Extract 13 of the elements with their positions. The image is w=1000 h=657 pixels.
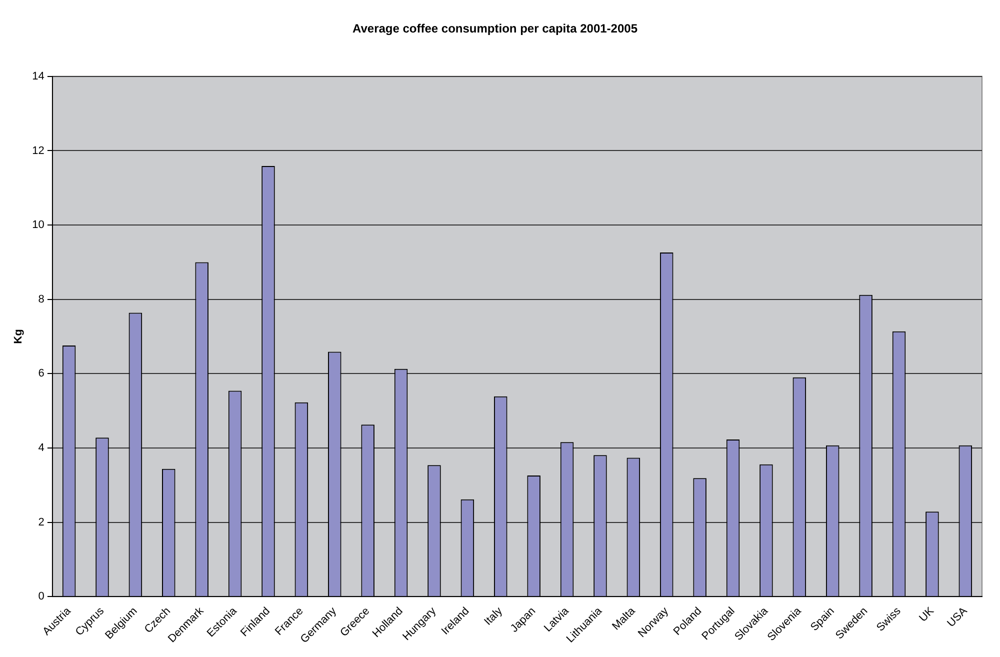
chart-title: Average coffee consumption per capita 2001-2005: [352, 22, 638, 36]
x-tick-label: USA: [945, 604, 970, 630]
y-axis-title: Kg: [12, 329, 25, 344]
x-tick-label: UK: [917, 604, 937, 624]
y-tick-label: 6: [38, 368, 44, 380]
y-tick-label: 14: [32, 70, 44, 82]
x-tick-label: Italy: [482, 604, 506, 628]
y-tick-label: 0: [38, 590, 44, 603]
y-tick-label: 10: [32, 219, 44, 232]
y-tick-label: 12: [32, 144, 44, 157]
y-tick-label: 4: [38, 442, 44, 454]
y-tick-label: 8: [38, 293, 44, 306]
y-tick-label: 2: [38, 516, 44, 528]
